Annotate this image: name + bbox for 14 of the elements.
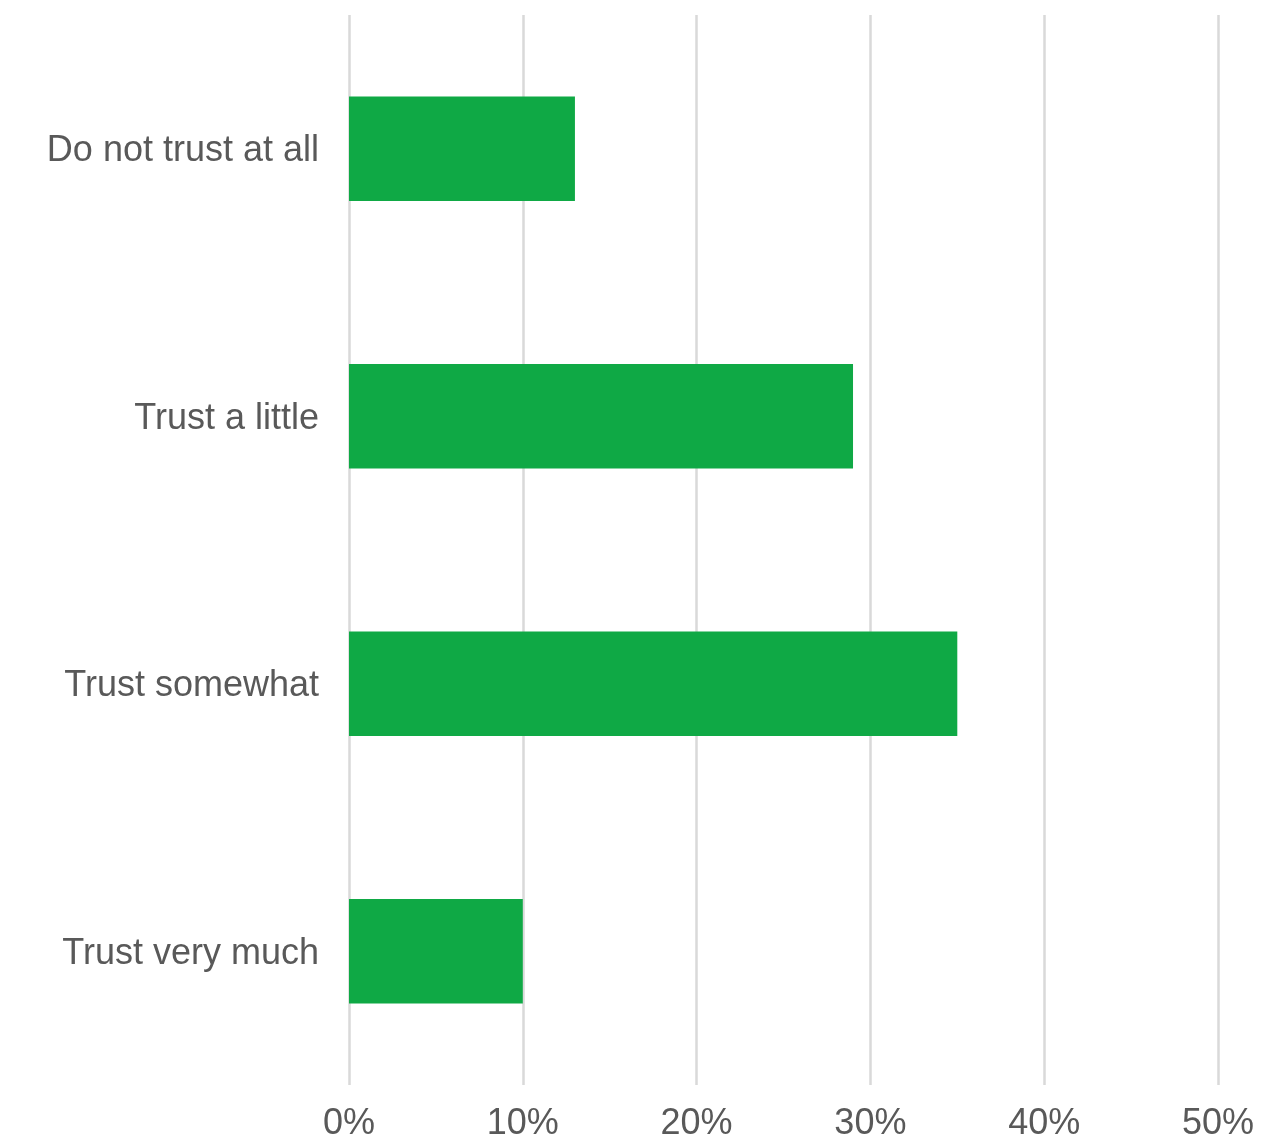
bar — [349, 364, 854, 469]
x-tick-label: 30% — [834, 1100, 907, 1142]
x-tick-label: 20% — [660, 1100, 733, 1142]
x-tick-label: 10% — [486, 1100, 559, 1142]
y-tick-label: Trust a little — [134, 395, 319, 437]
y-tick-label: Trust somewhat — [64, 663, 319, 705]
bar — [349, 899, 523, 1004]
bar — [349, 96, 575, 201]
x-tick-label: 0% — [322, 1100, 376, 1142]
bar — [349, 631, 958, 736]
y-tick-label: Trust very much — [62, 930, 319, 972]
x-tick-label: 50% — [1181, 1100, 1255, 1142]
y-tick-label: Do not trust at all — [46, 128, 319, 170]
x-tick-label: 40% — [1008, 1100, 1081, 1142]
